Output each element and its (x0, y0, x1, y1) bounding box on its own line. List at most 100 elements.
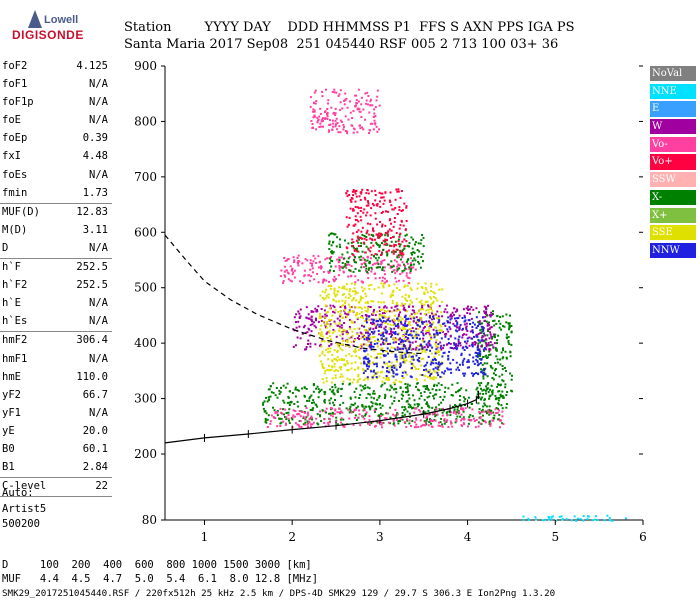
echo-point (385, 378, 388, 381)
echo-point (366, 91, 369, 94)
echo-point (352, 253, 354, 256)
echo-point (495, 349, 498, 352)
echo-point (276, 425, 279, 428)
echo-point (314, 326, 317, 329)
echo-point (460, 352, 463, 355)
echo-point (337, 369, 340, 372)
echo-point (279, 275, 282, 278)
echo-point (383, 243, 386, 246)
echo-point (360, 219, 363, 222)
echo-point (355, 311, 358, 314)
echo-point (352, 423, 355, 426)
echo-point (364, 355, 367, 358)
echo-point (476, 386, 479, 389)
echo-point (488, 347, 491, 350)
echo-point (468, 319, 471, 322)
echo-point (341, 349, 344, 352)
echo-point (381, 404, 384, 407)
echo-point (347, 303, 350, 306)
echo-point (297, 310, 300, 313)
echo-point (442, 347, 445, 350)
echo-point (393, 388, 396, 391)
echo-point (328, 399, 331, 402)
echo-point (395, 301, 398, 304)
echo-point (411, 406, 414, 409)
y-tick-label: 800 (134, 114, 157, 128)
echo-point (320, 324, 323, 327)
echo-point (458, 328, 461, 331)
echo-point (412, 238, 415, 241)
echo-point (282, 280, 285, 283)
echo-point (486, 383, 489, 386)
echo-point (377, 243, 379, 246)
echo-point (369, 338, 372, 341)
parameter-panel: foF2 4.125 foF1 N/A foF1p N/A foE N/A foEp 0.39 fx… (0, 58, 112, 498)
echo-point (363, 258, 366, 261)
y-tick-label: 500 (134, 281, 157, 295)
echo-point (383, 259, 386, 262)
digisonde-logo: Lowell DIGISONDE (6, 8, 83, 44)
auto-label: Auto: (2, 487, 34, 499)
echo-point (390, 306, 393, 309)
echo-point (406, 324, 408, 327)
echo-point (458, 314, 461, 317)
echo-point (570, 519, 573, 522)
echo-point (357, 107, 360, 110)
echo-point (332, 389, 335, 392)
echo-point (452, 347, 455, 350)
echo-point (491, 367, 494, 370)
echo-point (333, 275, 336, 278)
echo-point (338, 93, 341, 96)
echo-point (410, 262, 413, 265)
echo-point (487, 391, 490, 393)
echo-point (421, 346, 424, 349)
echo-point (372, 235, 375, 238)
echo-point (352, 232, 355, 235)
echo-point (489, 333, 492, 336)
echo-point (286, 382, 289, 385)
echo-point (305, 387, 308, 390)
echo-point (501, 373, 504, 376)
echo-point (313, 278, 316, 281)
echo-point (327, 310, 329, 313)
echo-point (369, 341, 372, 344)
param-value: N/A (89, 315, 108, 328)
echo-point (390, 222, 392, 225)
echo-point (354, 215, 357, 218)
echo-point (496, 397, 499, 400)
echo-point (327, 293, 330, 296)
echo-point (432, 368, 435, 371)
echo-point (442, 344, 445, 347)
echo-point (475, 419, 478, 421)
echo-point (343, 309, 346, 312)
echo-point (360, 362, 362, 365)
echo-point (371, 405, 374, 408)
echo-point (293, 403, 296, 405)
echo-point (340, 331, 343, 334)
echo-point (496, 411, 499, 414)
echo-point (482, 405, 485, 408)
echo-point (465, 333, 468, 336)
echo-point (354, 223, 357, 226)
echo-point (367, 315, 370, 318)
echo-point (510, 389, 513, 392)
echo-point (388, 249, 390, 252)
echo-point (378, 236, 381, 239)
echo-point (388, 327, 391, 330)
echo-point (410, 252, 413, 254)
echo-point (332, 278, 335, 281)
echo-point (307, 339, 310, 342)
echo-point (413, 313, 416, 316)
echo-point (403, 409, 406, 412)
echo-point (347, 275, 350, 278)
echo-point (368, 415, 371, 418)
echo-point (348, 325, 351, 328)
echo-point (386, 252, 389, 255)
echo-point (298, 325, 301, 328)
echo-point (492, 346, 495, 349)
echo-point (360, 242, 363, 245)
echo-point (379, 205, 382, 208)
echo-point (312, 271, 314, 274)
echo-point (433, 412, 436, 415)
